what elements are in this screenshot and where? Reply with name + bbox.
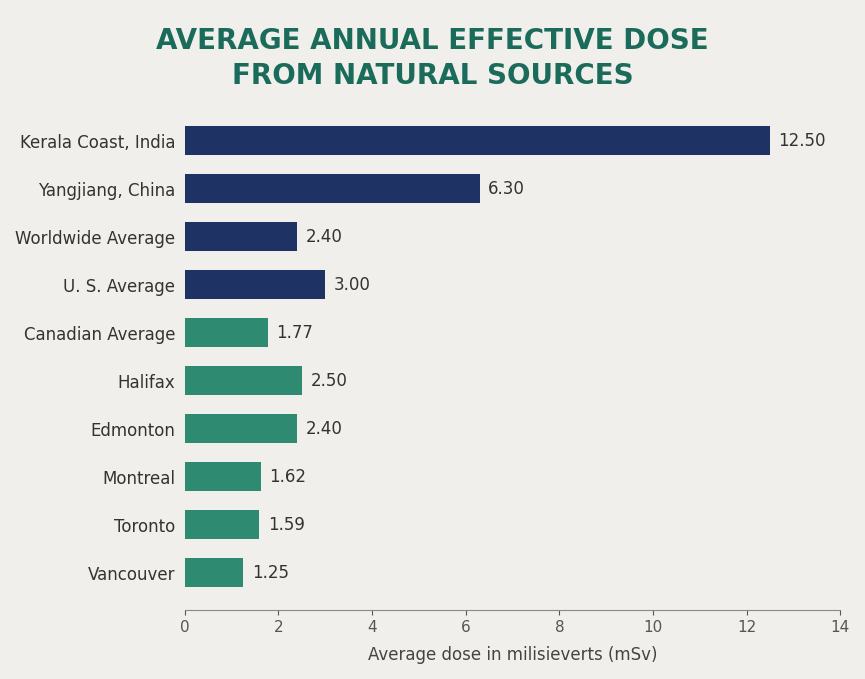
Bar (185, 270, 325, 299)
Text: 2.40: 2.40 (305, 227, 343, 246)
Bar (185, 318, 268, 347)
Text: 1.62: 1.62 (269, 468, 306, 485)
Bar (185, 126, 770, 155)
Text: 1.25: 1.25 (252, 564, 289, 582)
Bar (185, 366, 302, 395)
Text: AVERAGE ANNUAL EFFECTIVE DOSE
FROM NATURAL SOURCES: AVERAGE ANNUAL EFFECTIVE DOSE FROM NATUR… (157, 27, 708, 90)
Text: 6.30: 6.30 (488, 180, 525, 198)
Text: 1.77: 1.77 (276, 324, 313, 342)
X-axis label: Average dose in milisieverts (mSv): Average dose in milisieverts (mSv) (368, 646, 657, 664)
Bar (185, 414, 298, 443)
Bar (185, 558, 243, 587)
Text: 2.50: 2.50 (311, 371, 347, 390)
Bar (185, 511, 260, 539)
Bar (185, 462, 260, 491)
Text: 2.40: 2.40 (305, 420, 343, 438)
Bar (185, 175, 480, 203)
Bar (185, 222, 298, 251)
Text: 3.00: 3.00 (334, 276, 370, 294)
Text: 1.59: 1.59 (268, 516, 304, 534)
Text: 12.50: 12.50 (778, 132, 826, 149)
